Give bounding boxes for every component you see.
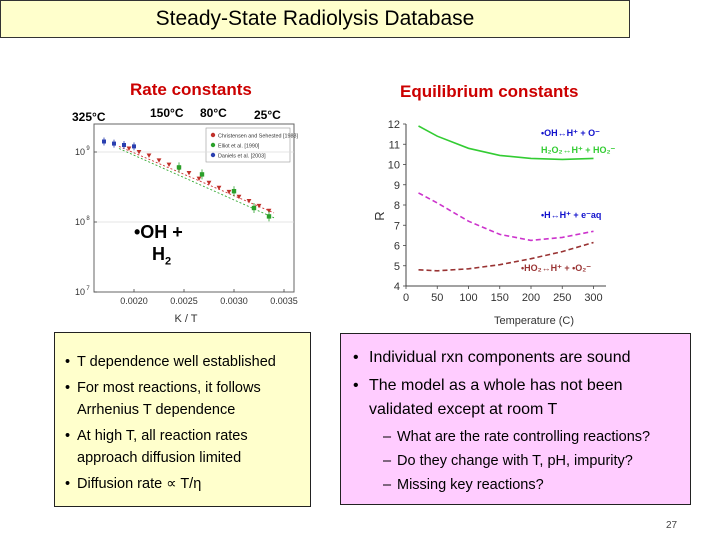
right-plot-ylabel: R (372, 211, 387, 220)
left-plot-legend-text: Christensen and Sehested [1983] (218, 134, 299, 140)
right-plot-xtick-label: 150 (491, 292, 509, 304)
left-plot-point (266, 208, 272, 214)
rate-note-item: For most reactions, it follows Arrhenius… (65, 377, 304, 421)
right-plot-xlabel: Temperature (C) (494, 315, 574, 327)
left-plot-xtick-label: 0.0035 (270, 296, 298, 306)
right-plot-ytick-label: 10 (388, 160, 400, 172)
equilibrium-note-subitem: What are the rate controlling reactions? (353, 426, 684, 448)
left-plot-point (186, 171, 192, 176)
slide-title-box: Steady-State Radiolysis Database (0, 0, 630, 38)
temp-label-150: 150°C (150, 106, 184, 120)
left-plot-ytick-label: 10 (75, 147, 85, 157)
right-plot-annotation: •OH↔H⁺ + O⁻ (541, 128, 600, 138)
equilibrium-note-subitem: Missing key reactions? (353, 474, 684, 496)
rate-note-item: T dependence well established (65, 351, 304, 373)
rate-note-item: At high T, all reaction rates approach d… (65, 425, 304, 469)
left-plot-point (132, 144, 136, 149)
right-plot-series-line (418, 241, 594, 272)
equilibrium-note-item: The model as a whole has not been valida… (353, 374, 684, 422)
left-plot-point (196, 176, 202, 181)
left-plot-point (246, 199, 252, 204)
rate-note-item: Diffusion rate ∝ T/η (65, 473, 304, 495)
left-plot-legend-marker (210, 132, 216, 138)
reaction-label-line1: •OH + (134, 222, 183, 242)
left-plot-legend: Christensen and Sehested [1983] Elliot et… (205, 127, 299, 163)
right-plot-xtick-label: 0 (403, 292, 409, 304)
left-plot-legend-marker (210, 142, 216, 148)
left-plot-point (166, 162, 172, 167)
left-plot-legend-text: Elliot et al. [1990] (218, 144, 260, 150)
reaction-label-oh: •OH + (134, 222, 183, 243)
left-plot-point (146, 153, 152, 158)
right-plot-ytick-label: 7 (394, 220, 400, 232)
right-plot-annotation: •HO₂↔H⁺ + •O₂⁻ (521, 263, 591, 273)
rate-notes-box: T dependence well established For most re… (54, 332, 311, 507)
left-plot-point (216, 185, 222, 191)
right-plot-ytick-label: 4 (394, 281, 400, 293)
left-plot-xtick-label: 0.0025 (170, 296, 198, 306)
page-number: 27 (666, 520, 678, 531)
right-plot-ytick-label: 9 (394, 180, 400, 192)
right-plot-xtick-label: 300 (584, 292, 602, 304)
right-plot-xtick-label: 250 (553, 292, 571, 304)
right-plot-series-line (418, 192, 594, 242)
right-plot-ytick-label: 5 (394, 261, 400, 273)
rate-constant-arrhenius-plot: Christensen and Sehested [1983] Elliot et… (75, 123, 299, 325)
left-plot-point (256, 203, 262, 209)
left-plot-point (199, 172, 205, 177)
left-plot-ytick-exponent: 7 (86, 286, 90, 292)
temp-label-80: 80°C (200, 106, 227, 120)
right-plot-xtick-label: 200 (522, 292, 540, 304)
right-plot-annotation: H₂O₂↔H⁺ + HO₂⁻ (541, 145, 616, 155)
temp-label-25: 25°C (254, 108, 281, 122)
left-plot-point (126, 146, 132, 151)
right-plot-ytick-label: 11 (389, 139, 400, 151)
left-plot-xlabel: K / T (174, 313, 197, 325)
equilibrium-notes-box: Individual rxn components are sound The m… (340, 333, 691, 505)
equilibrium-constant-plot: 0 50 100 150 200 250 300 4 5 6 7 8 9 10 11 12 •OH↔H⁺ + … (372, 119, 616, 327)
equilibrium-note-subitem: Do they change with T, pH, impurity? (353, 450, 684, 472)
left-plot-legend-box (205, 127, 291, 163)
left-plot-legend-text: Daniels et al. [2003] (218, 154, 266, 160)
left-plot-point (136, 150, 142, 155)
reaction-label-sub: 2 (165, 255, 172, 268)
left-plot-point (226, 189, 232, 195)
right-plot-series-line (418, 125, 594, 161)
slide-title: Steady-State Radiolysis Database (155, 7, 475, 30)
right-plot-xtick-label: 50 (431, 292, 443, 304)
equilibrium-note-item: Individual rxn components are sound (353, 346, 684, 370)
right-plot-ytick-label: 12 (388, 119, 400, 131)
left-plot-xtick-label: 0.0020 (120, 296, 148, 306)
right-plot-xtick-label: 100 (459, 292, 477, 304)
right-plot-ytick-label: 8 (394, 200, 400, 212)
right-plot-ytick-label: 6 (394, 241, 400, 253)
left-plot-xtick-label: 0.0030 (220, 296, 248, 306)
left-plot-point (266, 214, 272, 219)
reaction-label-line2: H (152, 244, 165, 264)
left-plot-ytick-exponent: 9 (86, 146, 90, 152)
equilibrium-notes-list: Individual rxn components are sound The m… (341, 334, 690, 496)
left-plot-point (231, 189, 237, 194)
left-plot-point (206, 180, 212, 186)
rate-notes-list: T dependence well established For most re… (55, 333, 310, 495)
left-plot-point (112, 141, 116, 146)
left-plot-point (156, 158, 162, 163)
left-plot-ytick-label: 10 (75, 287, 85, 297)
left-plot-point (251, 205, 257, 211)
left-plot-fit-line (118, 148, 275, 219)
temp-label-325: 325°C (72, 110, 106, 124)
left-plot-point (122, 143, 126, 147)
left-plot-ytick-exponent: 8 (86, 216, 90, 222)
left-plot-point (102, 139, 106, 144)
equilibrium-constants-header: Equilibrium constants (400, 82, 579, 101)
left-plot-point (176, 165, 182, 170)
reaction-label-h2: H2 (152, 244, 171, 268)
right-plot-annotation: •H↔H⁺ + e⁻aq (541, 210, 601, 220)
left-plot-legend-marker (210, 152, 216, 158)
rate-constants-header: Rate constants (130, 80, 252, 99)
left-plot-ytick-label: 10 (75, 217, 85, 227)
left-plot-point (236, 194, 242, 200)
